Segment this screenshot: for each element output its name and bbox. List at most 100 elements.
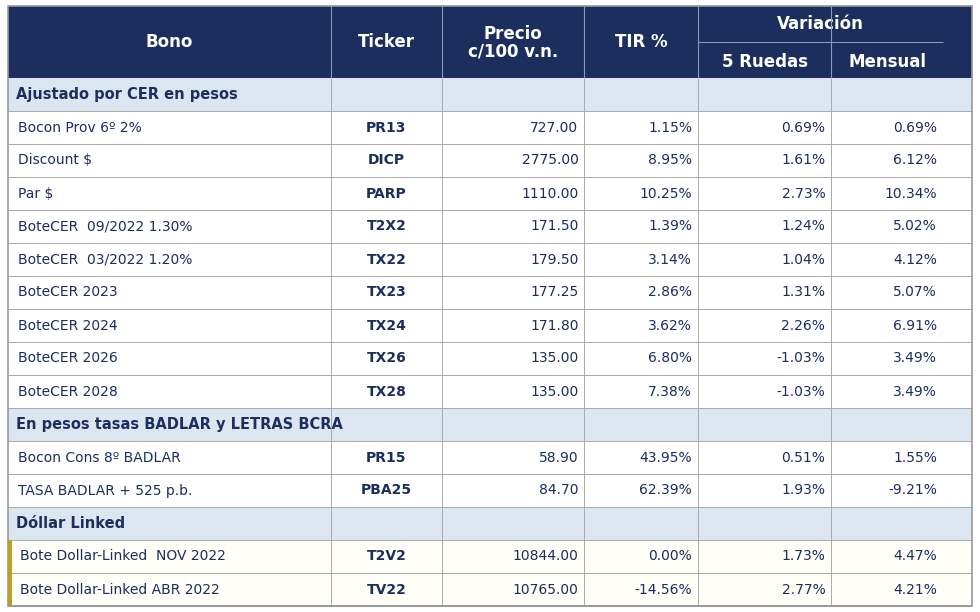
- Bar: [8, 375, 972, 408]
- Text: 43.95%: 43.95%: [640, 450, 692, 465]
- Text: -1.03%: -1.03%: [776, 351, 825, 365]
- Text: 177.25: 177.25: [530, 286, 578, 299]
- Bar: [8, 144, 972, 177]
- Text: 0.00%: 0.00%: [649, 550, 692, 564]
- Text: 727.00: 727.00: [530, 121, 578, 135]
- Text: 1.55%: 1.55%: [893, 450, 937, 465]
- Bar: [8, 573, 12, 606]
- Text: 135.00: 135.00: [530, 351, 578, 365]
- Text: 2775.00: 2775.00: [521, 154, 578, 168]
- Text: 5.02%: 5.02%: [894, 220, 937, 234]
- Text: 135.00: 135.00: [530, 384, 578, 398]
- Text: 171.50: 171.50: [530, 220, 578, 234]
- Bar: [8, 177, 972, 210]
- Text: Bono: Bono: [146, 33, 193, 51]
- Text: Bote Dollar-Linked  NOV 2022: Bote Dollar-Linked NOV 2022: [20, 550, 225, 564]
- Text: 4.21%: 4.21%: [893, 583, 937, 597]
- Text: BoteCER 2026: BoteCER 2026: [18, 351, 118, 365]
- Bar: [8, 210, 972, 243]
- Text: 6.80%: 6.80%: [648, 351, 692, 365]
- Text: 3.62%: 3.62%: [649, 318, 692, 332]
- Bar: [8, 408, 972, 441]
- Text: 4.12%: 4.12%: [893, 253, 937, 266]
- Text: 6.12%: 6.12%: [893, 154, 937, 168]
- Text: 0.51%: 0.51%: [781, 450, 825, 465]
- Text: BoteCER  09/2022 1.30%: BoteCER 09/2022 1.30%: [18, 220, 192, 234]
- Bar: [8, 243, 972, 276]
- Text: 1110.00: 1110.00: [521, 187, 578, 201]
- Text: 62.39%: 62.39%: [640, 483, 692, 498]
- Text: 84.70: 84.70: [539, 483, 578, 498]
- Text: c/100 v.n.: c/100 v.n.: [468, 43, 559, 61]
- Text: Par $: Par $: [18, 187, 53, 201]
- Bar: [8, 540, 12, 573]
- Text: 4.47%: 4.47%: [894, 550, 937, 564]
- Text: En pesos tasas BADLAR y LETRAS BCRA: En pesos tasas BADLAR y LETRAS BCRA: [16, 417, 343, 432]
- Text: Discount $: Discount $: [18, 154, 92, 168]
- Text: 1.24%: 1.24%: [781, 220, 825, 234]
- Text: 179.50: 179.50: [530, 253, 578, 266]
- Text: 2.86%: 2.86%: [648, 286, 692, 299]
- Bar: [8, 309, 972, 342]
- Text: 7.38%: 7.38%: [649, 384, 692, 398]
- Text: Bocon Cons 8º BADLAR: Bocon Cons 8º BADLAR: [18, 450, 180, 465]
- Text: DICP: DICP: [368, 154, 405, 168]
- Text: 10765.00: 10765.00: [513, 583, 578, 597]
- Text: 8.95%: 8.95%: [648, 154, 692, 168]
- Text: Precio: Precio: [484, 25, 543, 43]
- Bar: [8, 111, 972, 144]
- Text: 5.07%: 5.07%: [894, 286, 937, 299]
- Text: TIR %: TIR %: [615, 33, 667, 51]
- Text: 1.73%: 1.73%: [781, 550, 825, 564]
- Text: PR13: PR13: [367, 121, 407, 135]
- Text: 3.49%: 3.49%: [893, 384, 937, 398]
- Text: 3.49%: 3.49%: [893, 351, 937, 365]
- Text: 0.69%: 0.69%: [781, 121, 825, 135]
- Text: 0.69%: 0.69%: [893, 121, 937, 135]
- Bar: [8, 6, 972, 78]
- Text: T2X2: T2X2: [367, 220, 407, 234]
- Text: Ticker: Ticker: [358, 33, 415, 51]
- Bar: [8, 78, 972, 111]
- Text: BoteCER 2028: BoteCER 2028: [18, 384, 118, 398]
- Text: TX28: TX28: [367, 384, 407, 398]
- Text: TX23: TX23: [367, 286, 407, 299]
- Text: 171.80: 171.80: [530, 318, 578, 332]
- Text: TV22: TV22: [367, 583, 407, 597]
- Text: -9.21%: -9.21%: [888, 483, 937, 498]
- Text: 3.14%: 3.14%: [649, 253, 692, 266]
- Text: 58.90: 58.90: [539, 450, 578, 465]
- Text: Variación: Variación: [777, 15, 864, 33]
- Bar: [8, 276, 972, 309]
- Bar: [8, 540, 972, 573]
- Text: Dóllar Linked: Dóllar Linked: [16, 516, 125, 531]
- Text: BoteCER  03/2022 1.20%: BoteCER 03/2022 1.20%: [18, 253, 192, 266]
- Bar: [8, 507, 972, 540]
- Text: T2V2: T2V2: [367, 550, 407, 564]
- Text: -1.03%: -1.03%: [776, 384, 825, 398]
- Text: -14.56%: -14.56%: [635, 583, 692, 597]
- Text: Bocon Prov 6º 2%: Bocon Prov 6º 2%: [18, 121, 142, 135]
- Bar: [8, 573, 972, 606]
- Text: 1.93%: 1.93%: [781, 483, 825, 498]
- Text: 1.31%: 1.31%: [781, 286, 825, 299]
- Text: 10844.00: 10844.00: [513, 550, 578, 564]
- Text: PBA25: PBA25: [361, 483, 412, 498]
- Text: 5 Ruedas: 5 Ruedas: [721, 53, 808, 71]
- Text: PR15: PR15: [367, 450, 407, 465]
- Text: Ajustado por CER en pesos: Ajustado por CER en pesos: [16, 87, 238, 102]
- Text: 6.91%: 6.91%: [893, 318, 937, 332]
- Text: Mensual: Mensual: [848, 53, 926, 71]
- Text: BoteCER 2024: BoteCER 2024: [18, 318, 118, 332]
- Bar: [8, 474, 972, 507]
- Text: 2.73%: 2.73%: [781, 187, 825, 201]
- Text: TASA BADLAR + 525 p.b.: TASA BADLAR + 525 p.b.: [18, 483, 192, 498]
- Text: BoteCER 2023: BoteCER 2023: [18, 286, 118, 299]
- Text: 2.77%: 2.77%: [781, 583, 825, 597]
- Text: 1.15%: 1.15%: [648, 121, 692, 135]
- Bar: [8, 441, 972, 474]
- Text: 1.04%: 1.04%: [781, 253, 825, 266]
- Text: 1.61%: 1.61%: [781, 154, 825, 168]
- Text: 2.26%: 2.26%: [781, 318, 825, 332]
- Text: 10.34%: 10.34%: [885, 187, 937, 201]
